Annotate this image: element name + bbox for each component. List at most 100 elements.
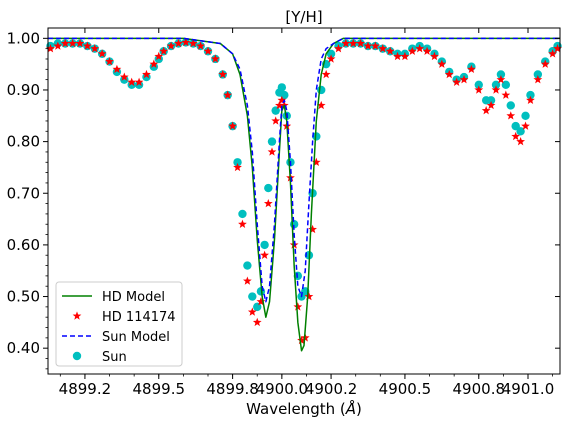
data-point-hd-114174 [90, 44, 100, 53]
data-point-sun [233, 158, 242, 167]
data-point-hd-114174 [53, 41, 63, 50]
data-point-hd-114174 [407, 46, 417, 55]
data-point-hd-114174 [452, 77, 461, 86]
data-point-hd-114174 [154, 51, 164, 61]
plot-frame [47, 27, 561, 375]
data-point-hd-114174 [181, 37, 191, 47]
legend-label-sun-model: Sun Model [102, 330, 170, 345]
data-point-hd-114174 [275, 100, 284, 110]
x-tick-label: 4900.8 [453, 380, 506, 398]
data-point-hd-114174 [112, 64, 122, 74]
legend-label-sun: Sun [102, 350, 127, 365]
data-point-hd-114174 [304, 291, 314, 301]
data-point-hd-114174 [256, 297, 266, 306]
data-point-hd-114174 [75, 38, 85, 48]
data-point-hd-114174 [481, 106, 491, 115]
data-point-sun [312, 132, 321, 141]
data-point-sun [253, 302, 262, 312]
data-point-hd-114174 [293, 302, 303, 311]
data-point-hd-114174 [188, 38, 198, 48]
data-point-hd-114174 [223, 90, 233, 99]
legend-label-hd-114174: HD 114174 [102, 310, 176, 325]
data-point-sun [248, 292, 257, 301]
x-tick-label: 4900.0 [256, 380, 309, 398]
x-axis-title: Wavelength (Å) [246, 399, 362, 418]
data-point-sun [501, 80, 511, 90]
data-point-hd-114174 [174, 38, 183, 48]
data-point-hd-114174 [422, 46, 432, 55]
legend-swatch-hd-114174 [72, 311, 82, 320]
x-axis-title-unit: Å [345, 399, 356, 418]
data-point-hd-114174 [341, 38, 351, 48]
data-point-hd-114174 [548, 49, 557, 58]
data-point-hd-114174 [166, 41, 176, 50]
data-point-hd-114174 [348, 38, 358, 48]
data-point-hd-114174 [501, 90, 511, 99]
data-point-hd-114174 [553, 44, 562, 53]
data-point-sun [134, 80, 144, 90]
data-point-hd-114174 [83, 41, 92, 50]
data-point-sun [496, 70, 506, 79]
data-point-hd-114174 [218, 69, 228, 79]
data-point-sun [506, 101, 515, 110]
x-tick-label: 4899.5 [133, 380, 186, 398]
data-point-sun [486, 96, 496, 105]
data-point-sun [260, 240, 269, 250]
data-point-hd-114174 [400, 51, 410, 61]
data-point-sun [120, 75, 129, 84]
data-point-hd-114174 [127, 77, 137, 86]
data-point-hd-114174 [474, 85, 484, 94]
data-point-hd-114174 [459, 75, 469, 84]
data-point-hd-114174 [385, 46, 395, 55]
data-point-hd-114174 [277, 95, 287, 105]
x-tick-label: 4900.5 [379, 380, 432, 398]
legend-swatch-sun [72, 351, 82, 361]
data-point-hd-114174 [308, 224, 317, 234]
data-point-hd-114174 [393, 51, 402, 61]
data-point-hd-114174 [334, 44, 343, 53]
y-tick-label: 0.90 [7, 81, 40, 99]
data-point-hd-114174 [271, 116, 281, 125]
x-tick-label: 4900.2 [305, 380, 358, 398]
series-line-hd-model [48, 37, 560, 352]
data-point-hd-114174 [211, 54, 220, 63]
y-tick-label: 0.80 [7, 133, 40, 151]
data-point-hd-114174 [297, 335, 306, 345]
data-point-hd-114174 [363, 41, 373, 50]
data-point-hd-114174 [68, 38, 77, 48]
data-point-hd-114174 [444, 69, 454, 79]
data-point-sun [267, 137, 277, 146]
data-point-hd-114174 [119, 72, 129, 81]
x-axis-title-close: ) [356, 400, 362, 418]
data-point-hd-114174 [486, 100, 496, 110]
data-point-sun [112, 67, 122, 77]
y-tick-label: 0.70 [7, 184, 40, 202]
legend: HD Model HD 114174 Sun Model Sun [55, 281, 183, 367]
data-point-hd-114174 [60, 38, 70, 48]
data-point-hd-114174 [203, 46, 213, 55]
series-hd-114174 [46, 37, 562, 345]
data-point-sun [474, 80, 483, 90]
data-point-hd-114174 [511, 131, 521, 141]
data-point-sun [526, 90, 535, 100]
data-point-hd-114174 [196, 41, 205, 50]
data-point-sun [127, 80, 136, 90]
x-tick-label: 4901.0 [502, 380, 555, 398]
data-point-hd-114174 [491, 85, 501, 94]
data-point-hd-114174 [159, 46, 169, 55]
series-sun [46, 38, 562, 312]
data-point-sun [264, 183, 273, 193]
x-axis-title-text: Wavelength ( [246, 400, 346, 418]
data-point-hd-114174 [415, 44, 425, 53]
data-point-hd-114174 [149, 59, 159, 68]
data-point-hd-114174 [371, 41, 380, 50]
data-point-hd-114174 [437, 59, 447, 68]
x-tick-label: 4899.8 [206, 380, 259, 398]
data-point-hd-114174 [252, 317, 262, 327]
data-point-sun [142, 72, 151, 82]
chart-title: [Y/H] [285, 8, 322, 26]
data-point-hd-114174 [247, 307, 257, 316]
data-point-hd-114174 [238, 219, 247, 228]
